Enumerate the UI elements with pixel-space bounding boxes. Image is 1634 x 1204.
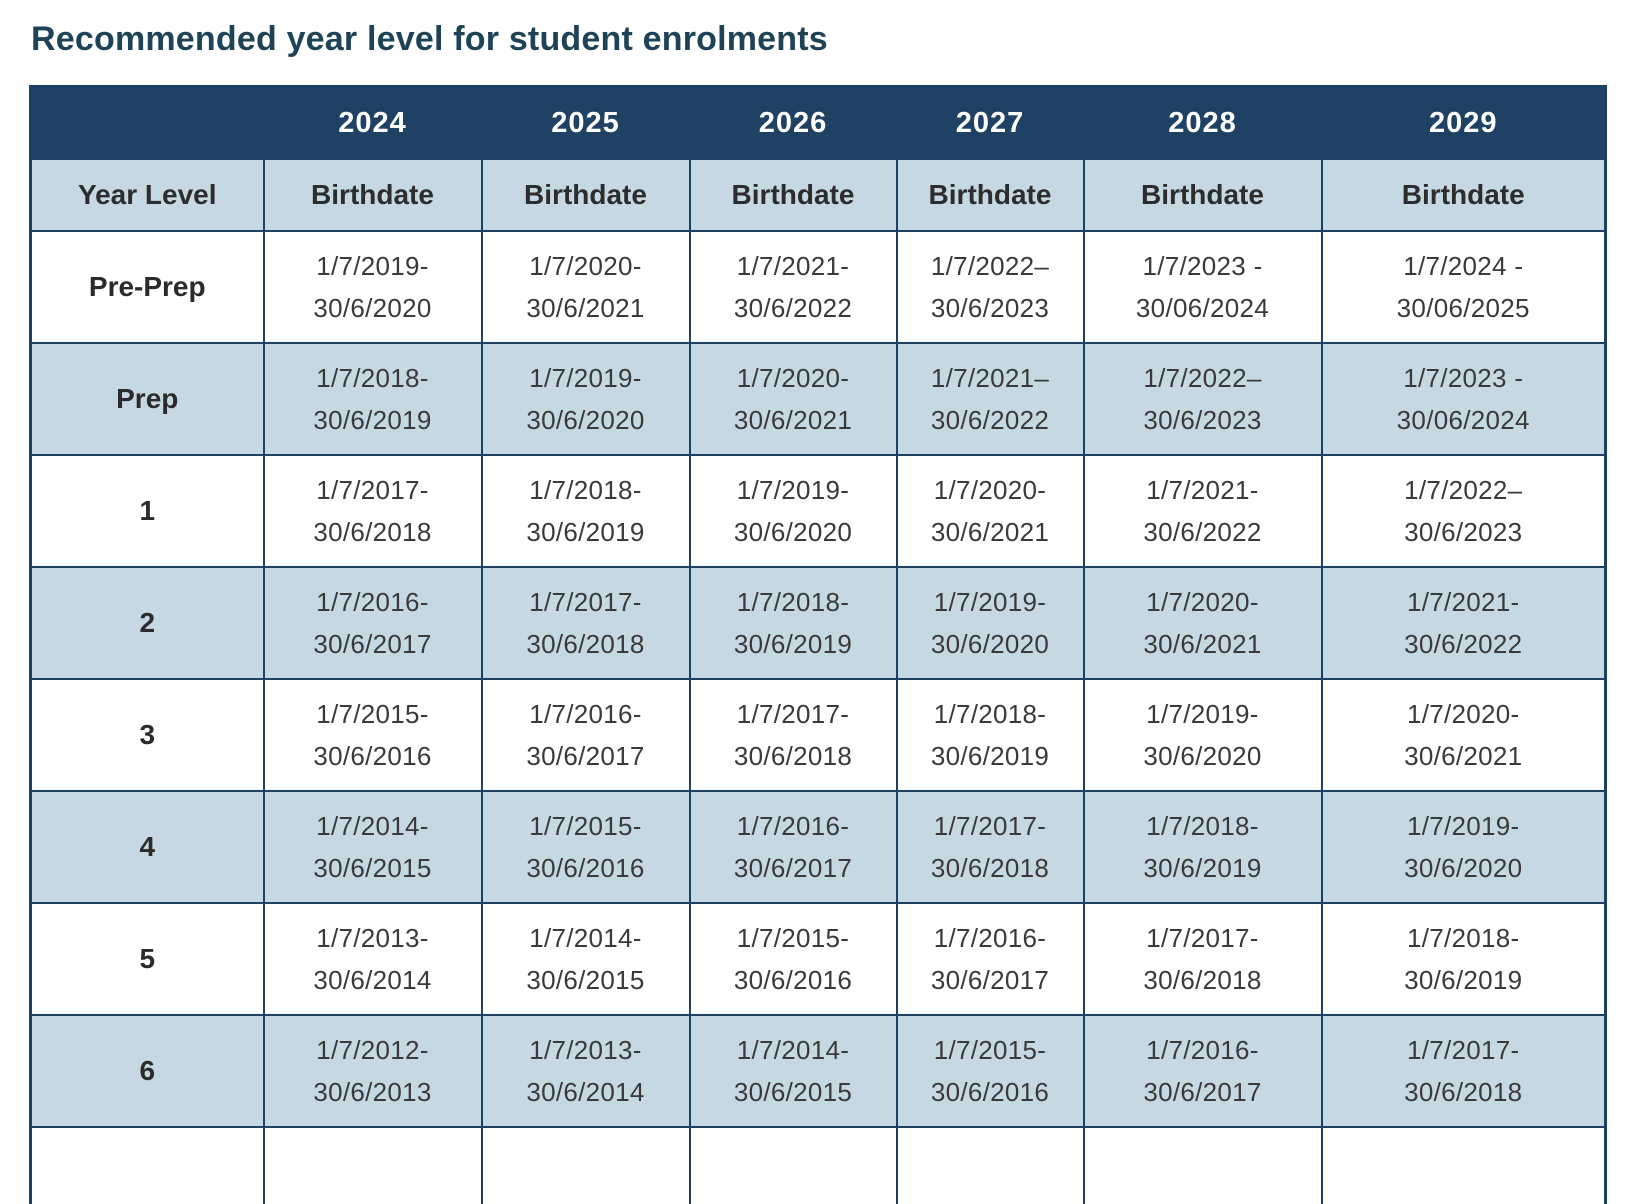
birthdate-cell: 1/7/2014- 30/6/2015 bbox=[480, 902, 691, 1016]
birthdate-cell: 1/7/2017- 30/6/2018 bbox=[1320, 1014, 1607, 1128]
table-row: 4 1/7/2014- 30/6/2015 1/7/2015- 30/6/2016 1… bbox=[29, 790, 1607, 904]
birthdate-cell: 1/7/2021– 30/6/2022 bbox=[895, 342, 1085, 456]
birthdate-cell bbox=[1082, 1126, 1323, 1204]
birthdate-cell: 1/7/2019- 30/6/2020 bbox=[1082, 678, 1323, 792]
birthdate-cell: 1/7/2015- 30/6/2016 bbox=[262, 678, 483, 792]
birthdate-cell bbox=[480, 1126, 691, 1204]
birthdate-cell: 1/7/2015- 30/6/2016 bbox=[480, 790, 691, 904]
year-header-2024: 2024 bbox=[262, 85, 483, 160]
birthdate-cell: 1/7/2016- 30/6/2017 bbox=[895, 902, 1085, 1016]
birthdate-column-header: Birthdate bbox=[688, 158, 898, 232]
birthdate-cell: 1/7/2014- 30/6/2015 bbox=[262, 790, 483, 904]
birthdate-cell bbox=[262, 1126, 483, 1204]
birthdate-cell: 1/7/2015- 30/6/2016 bbox=[688, 902, 898, 1016]
year-header-row: 2024 2025 2026 2027 2028 2029 bbox=[29, 85, 1607, 160]
header-corner-cell bbox=[29, 85, 265, 160]
table-row: 6 1/7/2012- 30/6/2013 1/7/2013- 30/6/2014 1… bbox=[29, 1014, 1607, 1128]
birthdate-cell: 1/7/2024 - 30/06/2025 bbox=[1320, 230, 1607, 344]
birthdate-cell: 1/7/2019- 30/6/2020 bbox=[480, 342, 691, 456]
birthdate-cell: 1/7/2018- 30/6/2019 bbox=[262, 342, 483, 456]
year-level-cell: 3 bbox=[29, 678, 265, 792]
birthdate-cell: 1/7/2020- 30/6/2021 bbox=[480, 230, 691, 344]
birthdate-cell bbox=[895, 1126, 1085, 1204]
birthdate-cell: 1/7/2012- 30/6/2013 bbox=[262, 1014, 483, 1128]
year-header-2029: 2029 bbox=[1320, 85, 1607, 160]
birthdate-cell: 1/7/2017- 30/6/2018 bbox=[688, 678, 898, 792]
birthdate-cell: 1/7/2017- 30/6/2018 bbox=[1082, 902, 1323, 1016]
year-header-2028: 2028 bbox=[1082, 85, 1323, 160]
birthdate-cell: 1/7/2017- 30/6/2018 bbox=[480, 566, 691, 680]
birthdate-column-header: Birthdate bbox=[895, 158, 1085, 232]
year-level-column-header: Year Level bbox=[29, 158, 265, 232]
birthdate-cell: 1/7/2020- 30/6/2021 bbox=[1320, 678, 1607, 792]
birthdate-cell: 1/7/2023 - 30/06/2024 bbox=[1320, 342, 1607, 456]
birthdate-cell: 1/7/2020- 30/6/2021 bbox=[688, 342, 898, 456]
table-row: 5 1/7/2013- 30/6/2014 1/7/2014- 30/6/2015 1… bbox=[29, 902, 1607, 1016]
birthdate-cell: 1/7/2016- 30/6/2017 bbox=[1082, 1014, 1323, 1128]
birthdate-cell: 1/7/2019- 30/6/2020 bbox=[688, 454, 898, 568]
birthdate-column-header: Birthdate bbox=[1320, 158, 1607, 232]
birthdate-cell: 1/7/2015- 30/6/2016 bbox=[895, 1014, 1085, 1128]
birthdate-cell: 1/7/2019- 30/6/2020 bbox=[1320, 790, 1607, 904]
birthdate-cell: 1/7/2020- 30/6/2021 bbox=[895, 454, 1085, 568]
column-header-row: Year Level Birthdate Birthdate Birthdate… bbox=[29, 158, 1607, 232]
birthdate-column-header: Birthdate bbox=[1082, 158, 1323, 232]
birthdate-cell: 1/7/2022– 30/6/2023 bbox=[1320, 454, 1607, 568]
year-level-cell bbox=[29, 1126, 265, 1204]
birthdate-cell: 1/7/2019- 30/6/2020 bbox=[262, 230, 483, 344]
birthdate-cell: 1/7/2022– 30/6/2023 bbox=[1082, 342, 1323, 456]
birthdate-cell: 1/7/2021- 30/6/2022 bbox=[1320, 566, 1607, 680]
birthdate-cell: 1/7/2018- 30/6/2019 bbox=[1320, 902, 1607, 1016]
birthdate-cell: 1/7/2017- 30/6/2018 bbox=[262, 454, 483, 568]
birthdate-column-header: Birthdate bbox=[262, 158, 483, 232]
birthdate-cell: 1/7/2017- 30/6/2018 bbox=[895, 790, 1085, 904]
table-row bbox=[29, 1126, 1607, 1204]
year-level-cell: 2 bbox=[29, 566, 265, 680]
birthdate-cell: 1/7/2016- 30/6/2017 bbox=[480, 678, 691, 792]
birthdate-cell: 1/7/2018- 30/6/2019 bbox=[895, 678, 1085, 792]
birthdate-cell: 1/7/2018- 30/6/2019 bbox=[1082, 790, 1323, 904]
year-level-cell: 1 bbox=[29, 454, 265, 568]
year-header-2025: 2025 bbox=[480, 85, 691, 160]
birthdate-cell bbox=[1320, 1126, 1607, 1204]
birthdate-cell: 1/7/2014- 30/6/2015 bbox=[688, 1014, 898, 1128]
page-title: Recommended year level for student enrol… bbox=[31, 20, 828, 58]
table-row: 1 1/7/2017- 30/6/2018 1/7/2018- 30/6/2019 1… bbox=[29, 454, 1607, 568]
birthdate-cell: 1/7/2018- 30/6/2019 bbox=[688, 566, 898, 680]
year-header-2027: 2027 bbox=[895, 85, 1085, 160]
table-body: Pre-Prep 1/7/2019- 30/6/2020 1/7/2020- 30/… bbox=[29, 230, 1607, 1204]
birthdate-cell: 1/7/2016- 30/6/2017 bbox=[262, 566, 483, 680]
birthdate-cell: 1/7/2016- 30/6/2017 bbox=[688, 790, 898, 904]
year-level-cell: 4 bbox=[29, 790, 265, 904]
year-level-cell: 6 bbox=[29, 1014, 265, 1128]
table-row: 2 1/7/2016- 30/6/2017 1/7/2017- 30/6/2018 1… bbox=[29, 566, 1607, 680]
year-level-cell: 5 bbox=[29, 902, 265, 1016]
table-row: Prep 1/7/2018- 30/6/2019 1/7/2019- 30/6/20… bbox=[29, 342, 1607, 456]
enrolment-year-level-table: 2024 2025 2026 2027 2028 2029 Year Level… bbox=[29, 85, 1607, 1204]
birthdate-cell: 1/7/2022– 30/6/2023 bbox=[895, 230, 1085, 344]
birthdate-cell: 1/7/2013- 30/6/2014 bbox=[480, 1014, 691, 1128]
table-row: Pre-Prep 1/7/2019- 30/6/2020 1/7/2020- 30/… bbox=[29, 230, 1607, 344]
birthdate-cell: 1/7/2019- 30/6/2020 bbox=[895, 566, 1085, 680]
birthdate-cell: 1/7/2023 - 30/06/2024 bbox=[1082, 230, 1323, 344]
year-level-cell: Prep bbox=[29, 342, 265, 456]
year-level-cell: Pre-Prep bbox=[29, 230, 265, 344]
birthdate-column-header: Birthdate bbox=[480, 158, 691, 232]
table-row: 3 1/7/2015- 30/6/2016 1/7/2016- 30/6/2017 1… bbox=[29, 678, 1607, 792]
year-header-2026: 2026 bbox=[688, 85, 898, 160]
birthdate-cell: 1/7/2013- 30/6/2014 bbox=[262, 902, 483, 1016]
birthdate-cell: 1/7/2020- 30/6/2021 bbox=[1082, 566, 1323, 680]
birthdate-cell: 1/7/2021- 30/6/2022 bbox=[688, 230, 898, 344]
birthdate-cell bbox=[688, 1126, 898, 1204]
birthdate-cell: 1/7/2018- 30/6/2019 bbox=[480, 454, 691, 568]
birthdate-cell: 1/7/2021- 30/6/2022 bbox=[1082, 454, 1323, 568]
